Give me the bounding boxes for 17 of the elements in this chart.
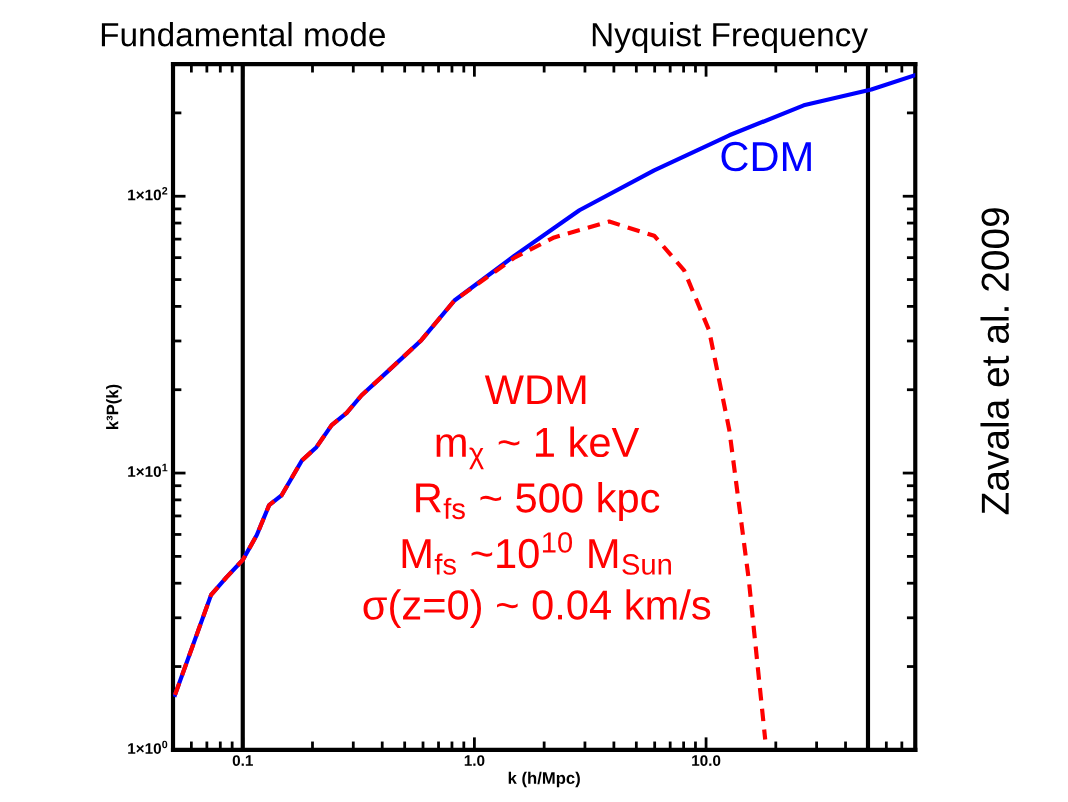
- series-label: WDM: [484, 375, 586, 405]
- x-axis-title: k (h/Mpc): [508, 771, 580, 788]
- annotation: R$_{fs}$ ~ 500 kpc: [416, 482, 660, 521]
- x-tick-label: 0.1: [232, 755, 253, 766]
- text: Zavala et al. 2009: [980, 208, 1010, 515]
- x-tick-label: 10.0: [692, 755, 721, 766]
- annotation: σ(z=0) ~ 0.04 km/s: [363, 589, 711, 629]
- ref-line-label: Fundamental mode: [101, 21, 385, 47]
- x-tick-label: 1.0: [464, 755, 485, 766]
- y-tick-label: 1×10$^{1}$: [128, 463, 168, 478]
- ref-line-label: Nyquist Frequency: [592, 21, 868, 54]
- annotation: M$_{fs}$ ~10$^{10}$ M$_{Sun}$: [402, 532, 671, 575]
- series-label: CDM: [721, 141, 811, 172]
- y-axis-title: k³P(k): [106, 384, 122, 429]
- y-tick-label: 1×10$^{0}$: [128, 740, 168, 754]
- annotation: m$_{χ}$ ~ 1 keV: [436, 426, 640, 470]
- y-tick-label: 1×10$^{2}$: [128, 187, 168, 201]
